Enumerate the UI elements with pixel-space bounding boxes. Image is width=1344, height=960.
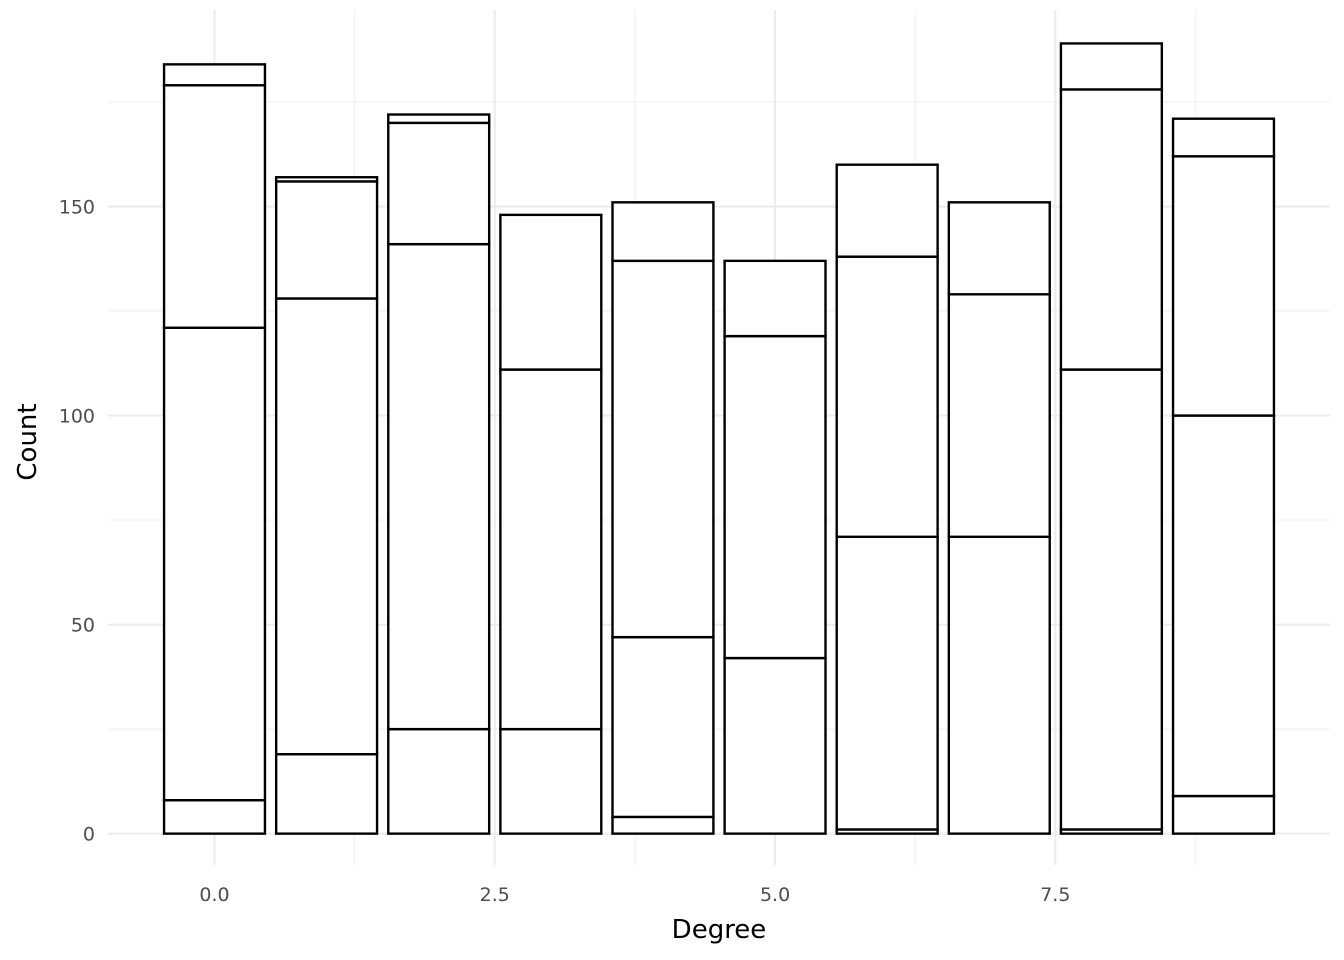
bar-segment xyxy=(499,727,603,835)
bar-stack xyxy=(723,259,827,835)
bar-segment xyxy=(723,259,827,338)
bar-segment xyxy=(162,84,267,329)
bar-segment xyxy=(1059,88,1164,371)
bar-segment xyxy=(274,176,379,183)
bar-segment xyxy=(387,727,491,835)
bar-stack xyxy=(387,113,491,835)
bar-segment xyxy=(835,163,939,258)
bar-segment xyxy=(1059,368,1164,831)
bar-segment xyxy=(611,201,715,263)
bar-segment xyxy=(611,259,715,639)
bar-stack xyxy=(1059,42,1164,835)
x-tick-label: 7.5 xyxy=(1040,884,1070,906)
bar-segment xyxy=(274,297,379,756)
bar-segment xyxy=(611,815,715,835)
bar-segment xyxy=(162,63,267,87)
x-tick-label: 5.0 xyxy=(760,884,790,906)
bar-segment xyxy=(499,368,603,731)
bar-segment xyxy=(274,753,379,835)
bar-stack xyxy=(835,163,939,835)
x-axis-title: Degree xyxy=(672,915,767,945)
y-tick-label: 100 xyxy=(59,406,95,428)
bar-segment xyxy=(162,798,267,835)
bar-stack xyxy=(274,176,379,835)
bar-stack xyxy=(1171,117,1276,835)
bar-stack xyxy=(947,201,1051,835)
bar-segment xyxy=(723,656,827,835)
bar-segment xyxy=(835,255,939,538)
bars xyxy=(162,42,1276,835)
bar-stack xyxy=(611,201,715,835)
bar-segment xyxy=(947,201,1051,296)
x-tick-label: 0.0 xyxy=(199,884,229,906)
bar-segment xyxy=(947,293,1051,538)
bar-stack xyxy=(162,63,267,835)
bar-segment xyxy=(1171,155,1276,417)
bar-segment xyxy=(387,121,491,246)
tick-labels: 0.0 2.5 5.0 7.5 0 50 100 150 xyxy=(59,197,1071,906)
y-tick-label: 0 xyxy=(83,824,95,846)
bar-segment xyxy=(611,635,715,819)
bar-segment xyxy=(947,535,1051,835)
bar-stack xyxy=(499,213,603,835)
y-tick-label: 50 xyxy=(71,615,95,637)
x-tick-label: 2.5 xyxy=(480,884,510,906)
bar-segment xyxy=(387,242,491,731)
bar-segment xyxy=(723,334,827,660)
y-axis-title: Count xyxy=(13,403,43,480)
bar-segment xyxy=(835,535,939,831)
bar-segment xyxy=(1171,117,1276,158)
bar-segment xyxy=(387,113,491,125)
bar-segment xyxy=(1059,42,1164,91)
y-tick-label: 150 xyxy=(59,197,95,219)
bar-segment xyxy=(1171,414,1276,798)
bar-segment xyxy=(1171,794,1276,835)
bar-segment xyxy=(499,213,603,371)
bar-segment xyxy=(162,326,267,802)
bar-segment xyxy=(274,180,379,300)
